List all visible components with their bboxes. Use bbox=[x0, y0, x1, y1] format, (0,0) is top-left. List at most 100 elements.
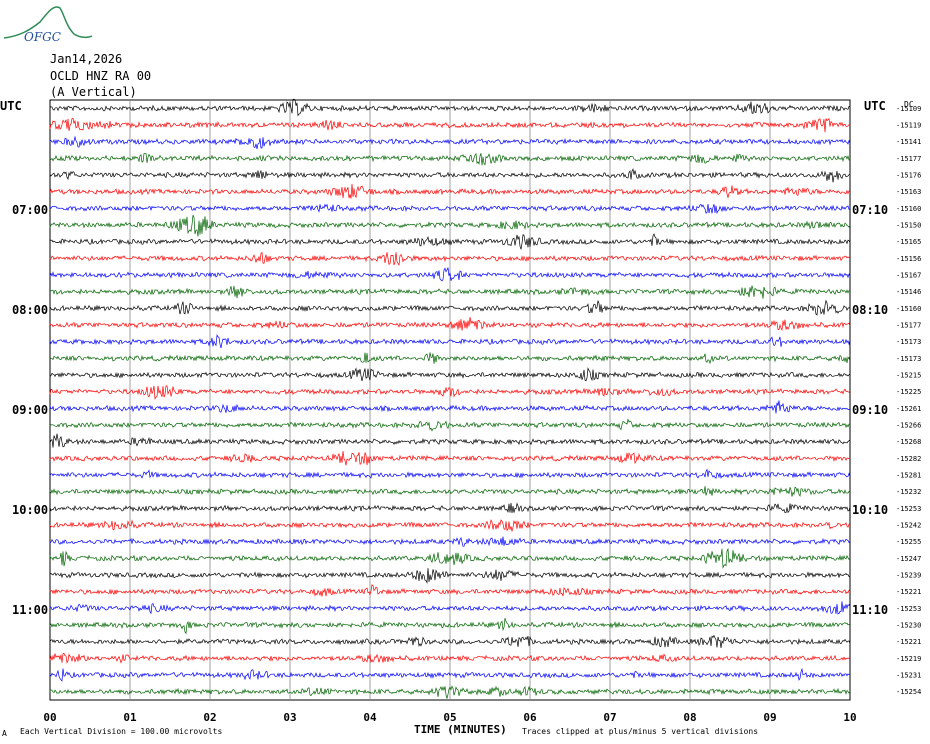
trace-offset-label: -15254 bbox=[896, 688, 921, 696]
logo-mountain-icon bbox=[3, 6, 93, 39]
seismic-trace bbox=[49, 634, 851, 648]
x-tick-labels: 00 01 02 03 04 05 06 07 08 09 10 bbox=[43, 711, 856, 724]
seismic-trace bbox=[49, 519, 851, 532]
seismic-trace bbox=[49, 267, 851, 282]
x-tick-label: 01 bbox=[123, 711, 137, 724]
trace-offset-label: -15268 bbox=[896, 438, 921, 446]
left-time-label: 07:00 bbox=[12, 203, 49, 217]
trace-offset-label: -15281 bbox=[896, 472, 921, 480]
seismic-trace bbox=[49, 418, 851, 432]
trace-offset-label: -15230 bbox=[896, 622, 921, 630]
trace-offset-label: -15255 bbox=[896, 538, 921, 546]
x-tick-label: 09 bbox=[763, 711, 776, 724]
trace-offset-label: -15173 bbox=[896, 338, 921, 346]
seismic-trace bbox=[49, 152, 851, 166]
date-label: Jan14,2026 bbox=[50, 52, 123, 66]
seismic-trace bbox=[49, 601, 851, 615]
station-label: OCLD HNZ RA 00 bbox=[50, 69, 152, 83]
seismic-trace bbox=[49, 117, 851, 133]
trace-offset-label: -15176 bbox=[896, 172, 921, 180]
left-time-label: 10:00 bbox=[12, 503, 49, 517]
x-tick-label: 05 bbox=[443, 711, 456, 724]
x-tick-label: 07 bbox=[603, 711, 616, 724]
seismic-trace bbox=[49, 299, 851, 316]
seismic-trace bbox=[49, 214, 851, 237]
trace-offset-label: -15167 bbox=[896, 272, 921, 280]
trace-offset-label: -15177 bbox=[896, 322, 921, 330]
seismic-trace bbox=[49, 400, 851, 414]
trace-offset-label: -15119 bbox=[896, 122, 921, 130]
seismic-trace bbox=[49, 468, 851, 479]
trace-offset-label: -15141 bbox=[896, 138, 921, 146]
seismic-trace bbox=[49, 168, 851, 183]
trace-offset-label: -15160 bbox=[896, 305, 921, 313]
seismic-trace bbox=[49, 685, 851, 699]
logo: OFGC bbox=[3, 6, 93, 44]
left-time-label: 11:00 bbox=[12, 603, 49, 617]
trace-offset-label: -15261 bbox=[896, 405, 921, 413]
x-tick-label: 03 bbox=[283, 711, 296, 724]
trace-offset-label: -15221 bbox=[896, 588, 921, 596]
logo-text: OFGC bbox=[24, 30, 61, 44]
seismic-trace bbox=[49, 233, 851, 250]
trace-group bbox=[49, 98, 851, 699]
right-time-label: 07:10 bbox=[852, 203, 889, 217]
left-time-label: 08:00 bbox=[12, 303, 49, 317]
trace-offset-label: -15109 bbox=[896, 105, 921, 113]
trace-offset-label: -15165 bbox=[896, 238, 921, 246]
seismic-trace bbox=[49, 502, 851, 514]
seismic-trace bbox=[49, 366, 851, 382]
trace-offset-labels: -15109 -15119 -15141 -15177 -15176 -15163 -151… bbox=[896, 105, 921, 696]
trace-offset-label: -15253 bbox=[896, 505, 921, 513]
seismic-trace bbox=[49, 584, 851, 597]
trace-offset-label: -15150 bbox=[896, 222, 921, 230]
left-utc-label: UTC bbox=[0, 99, 22, 113]
right-time-label: 08:10 bbox=[852, 303, 889, 317]
trace-offset-label: -15221 bbox=[896, 638, 921, 646]
seismic-trace bbox=[49, 135, 851, 150]
trace-offset-label: -15282 bbox=[896, 455, 921, 463]
trace-offset-label: -15253 bbox=[896, 605, 921, 613]
trace-offset-label: -15146 bbox=[896, 288, 921, 296]
clip-note: Traces clipped at plus/minus 5 vertical … bbox=[522, 727, 759, 736]
trace-offset-label: -15173 bbox=[896, 355, 921, 363]
seismic-trace bbox=[49, 667, 850, 682]
right-utc-label: UTC bbox=[864, 99, 886, 113]
seismic-trace bbox=[49, 547, 851, 569]
scale-note: Each Vertical Division = 100.00 microvol… bbox=[20, 727, 223, 736]
seismic-trace bbox=[49, 536, 851, 547]
seismic-trace bbox=[49, 652, 851, 664]
right-top-mark: DC bbox=[904, 100, 914, 109]
seismic-trace bbox=[49, 451, 850, 466]
trace-offset-label: -15215 bbox=[896, 372, 921, 380]
trace-offset-label: -15160 bbox=[896, 205, 921, 213]
trace-offset-label: -15266 bbox=[896, 422, 921, 430]
trace-offset-label: -15242 bbox=[896, 522, 921, 530]
right-time-label: 09:10 bbox=[852, 403, 889, 417]
trace-offset-label: -15225 bbox=[896, 388, 921, 396]
component-label: (A Vertical) bbox=[50, 85, 137, 99]
x-tick-label: 00 bbox=[43, 711, 56, 724]
seismic-trace bbox=[49, 98, 851, 117]
right-time-label: 11:10 bbox=[852, 603, 889, 617]
right-time-label: 10:10 bbox=[852, 503, 889, 517]
seismic-trace bbox=[49, 334, 851, 349]
minute-gridlines bbox=[129, 100, 771, 700]
x-tick-label: 02 bbox=[203, 711, 216, 724]
seismic-trace bbox=[49, 617, 851, 635]
x-tick-label: 10 bbox=[843, 711, 856, 724]
seismic-trace bbox=[49, 203, 851, 215]
seismic-trace bbox=[49, 183, 851, 199]
trace-offset-label: -15232 bbox=[896, 488, 921, 496]
seismic-trace bbox=[49, 352, 851, 365]
seismic-trace bbox=[49, 433, 851, 448]
trace-offset-label: -15219 bbox=[896, 655, 921, 663]
seismic-trace bbox=[49, 486, 850, 498]
x-tick-label: 04 bbox=[363, 711, 377, 724]
trace-offset-label: -15247 bbox=[896, 555, 921, 563]
x-tick-label: 08 bbox=[683, 711, 696, 724]
trace-offset-label: -15177 bbox=[896, 155, 921, 163]
seismic-trace bbox=[49, 317, 851, 332]
trace-offset-label: -15156 bbox=[896, 255, 921, 263]
